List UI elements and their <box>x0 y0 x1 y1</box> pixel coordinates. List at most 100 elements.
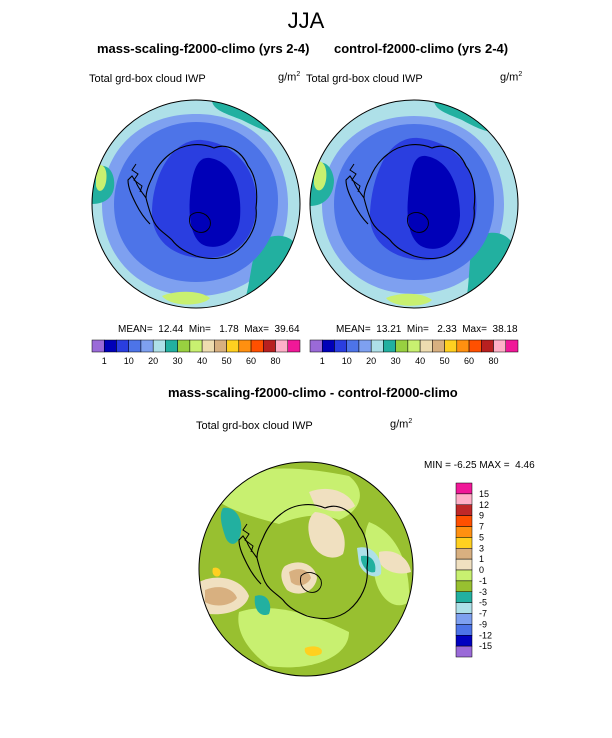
right-map-yellow-patch-south <box>386 293 432 306</box>
right-colorbar-swatch-13 <box>468 339 482 353</box>
left-colorbar-swatch-7 <box>177 339 191 353</box>
difference-colorbar-tick-8: -1 <box>479 576 487 586</box>
left-panel-unit: g/m2 <box>278 71 301 84</box>
difference-colorbar-tick-9: -3 <box>479 587 487 597</box>
difference-polar-map <box>198 461 414 677</box>
difference-colorbar-swatch-7 <box>455 558 473 571</box>
difference-colorbar-swatch-4 <box>455 526 473 538</box>
left-colorbar-tick-10: 10 <box>124 356 134 366</box>
diff-map-tan-patch-east <box>379 551 411 574</box>
difference-colorbar-tick-14: -15 <box>479 641 492 651</box>
right-colorbar-tick-20: 20 <box>366 356 376 366</box>
difference-colorbar-swatch-13 <box>455 624 473 636</box>
right-colorbar-swatch-9 <box>419 339 433 353</box>
difference-colorbar-tick-10: -5 <box>479 598 487 608</box>
right-polar-map <box>309 99 519 309</box>
right-colorbar-swatch-11 <box>444 339 458 353</box>
left-map-yellow-patch-south <box>162 291 210 305</box>
difference-colorbar-swatch-11 <box>455 602 473 614</box>
difference-colorbar-tick-12: -9 <box>479 619 487 629</box>
left-colorbar-tick-40: 40 <box>197 356 207 366</box>
difference-colorbar-swatch-2 <box>455 504 473 516</box>
right-map-yellow-patch-west <box>314 160 327 191</box>
diff-map-teal-patch-south <box>254 595 271 616</box>
left-map-peninsula-coast <box>131 163 143 193</box>
left-colorbar-swatch-5 <box>152 339 166 353</box>
left-colorbar-swatch-11 <box>226 339 240 353</box>
right-colorbar: 1 10 20 30 40 50 60 80 <box>309 339 519 366</box>
left-colorbar-swatch-2 <box>116 339 129 353</box>
difference-colorbar-tick-3: 7 <box>479 522 484 532</box>
right-map-core-minimum <box>407 155 460 249</box>
left-colorbar-swatch-6 <box>165 339 178 353</box>
left-colorbar-swatch-8 <box>189 339 203 353</box>
right-colorbar-swatch-5 <box>370 339 384 353</box>
left-colorbar-swatch-15 <box>275 339 289 353</box>
right-panel-unit: g/m2 <box>500 71 523 84</box>
difference-colorbar-tick-11: -7 <box>479 609 487 619</box>
right-map-antarctica-coastline <box>345 144 476 260</box>
left-panel-stats: MEAN= 12.44 Min= 1.78 Max= 39.64 <box>118 324 300 335</box>
left-map-core-minimum <box>189 157 241 247</box>
difference-colorbar-swatch-0 <box>455 482 473 495</box>
right-colorbar-swatch-12 <box>456 339 470 353</box>
difference-colorbar-tick-0: 15 <box>479 489 489 499</box>
right-colorbar-swatch-1 <box>321 339 335 353</box>
right-colorbar-swatch-0 <box>309 339 323 353</box>
right-colorbar-swatch-6 <box>383 339 396 353</box>
right-colorbar-tick-50: 50 <box>440 356 450 366</box>
difference-colorbar-tick-13: -12 <box>479 630 492 640</box>
right-colorbar-swatch-10 <box>432 339 445 353</box>
left-colorbar-tick-30: 30 <box>173 356 183 366</box>
left-colorbar-swatch-9 <box>201 339 215 353</box>
diff-map-yellow-patch-west <box>212 567 221 577</box>
right-colorbar-swatch-4 <box>358 339 372 353</box>
difference-colorbar-swatch-1 <box>455 493 473 506</box>
diff-map-peninsula-coast <box>242 523 254 553</box>
right-colorbar-tick-80: 80 <box>489 356 499 366</box>
right-map-boundary <box>309 99 519 309</box>
difference-colorbar-swatch-6 <box>455 548 473 560</box>
difference-colorbar-tick-7: 0 <box>479 565 484 575</box>
left-colorbar-swatch-16 <box>287 339 301 353</box>
difference-panel-title: mass-scaling-f2000-climo - control-f2000… <box>168 385 458 400</box>
left-polar-map <box>91 99 301 309</box>
difference-colorbar-swatch-12 <box>455 613 473 625</box>
right-colorbar-tick-1: 1 <box>320 356 325 366</box>
right-map-ice-shelf-coast <box>407 212 429 233</box>
right-colorbar-swatch-14 <box>481 339 494 353</box>
right-map-peninsula-coast <box>349 163 361 193</box>
left-map-antarctica-coastline <box>127 144 258 260</box>
left-colorbar-tick-20: 20 <box>148 356 158 366</box>
left-map-boundary <box>91 99 301 309</box>
right-colorbar-swatch-15 <box>493 339 507 353</box>
diff-map-brown-patch-west <box>205 587 237 606</box>
right-colorbar-swatch-3 <box>346 339 360 353</box>
left-map-yellow-patch-west <box>96 164 107 191</box>
left-colorbar-swatch-1 <box>103 339 117 353</box>
left-colorbar-tick-50: 50 <box>222 356 232 366</box>
right-colorbar-tick-10: 10 <box>342 356 352 366</box>
diff-map-light-green-north <box>219 468 360 524</box>
difference-colorbar-swatch-15 <box>455 645 473 658</box>
diff-map-ice-shelf-coast <box>300 572 322 593</box>
figure-title: JJA <box>287 8 325 33</box>
diff-map-tan-patch-north <box>309 488 355 512</box>
diff-map-yellow-patch-south <box>304 646 322 656</box>
right-panel-stats: MEAN= 13.21 Min= 2.33 Max= 38.18 <box>336 324 518 335</box>
difference-colorbar-tick-4: 5 <box>479 532 484 542</box>
right-panel-title: control-f2000-climo (yrs 2-4) <box>334 41 509 56</box>
left-colorbar-tick-1: 1 <box>102 356 107 366</box>
difference-colorbar-swatch-3 <box>455 515 473 527</box>
right-colorbar-tick-40: 40 <box>415 356 425 366</box>
left-map-ice-shelf-coast <box>189 212 211 233</box>
left-colorbar-swatch-10 <box>214 339 227 353</box>
difference-colorbar-tick-1: 12 <box>479 500 489 510</box>
difference-colorbar-tick-2: 9 <box>479 511 484 521</box>
left-colorbar-swatch-4 <box>140 339 154 353</box>
difference-colorbar-swatch-8 <box>455 569 473 582</box>
diff-map-boundary <box>198 461 414 677</box>
left-colorbar-swatch-3 <box>128 339 142 353</box>
left-colorbar-tick-80: 80 <box>271 356 281 366</box>
